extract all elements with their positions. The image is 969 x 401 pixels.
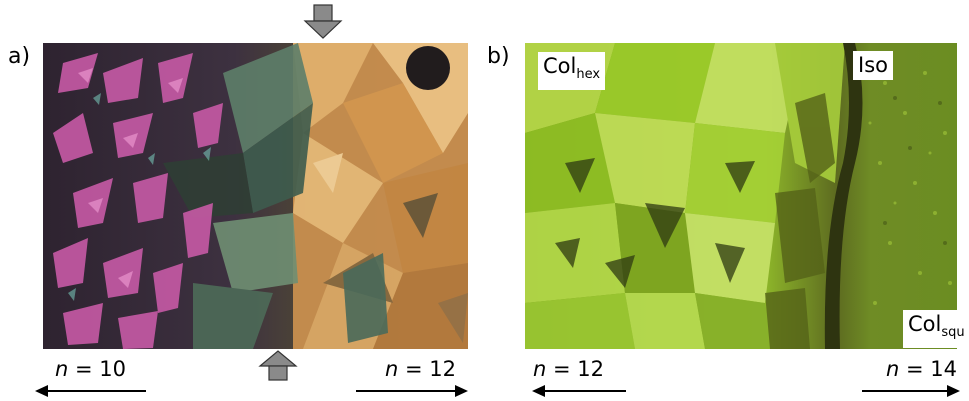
n-variable: n	[55, 357, 69, 381]
iso-tag: Iso	[853, 51, 893, 80]
col-squ-tag: Colsqu	[903, 310, 969, 348]
panel-a-letter: a)	[8, 44, 31, 69]
left-arrow-icon	[532, 382, 627, 401]
tag-subscript: hex	[576, 67, 601, 82]
label-value: = 12	[546, 357, 604, 381]
panel-b-left-label: n = 12	[533, 357, 604, 381]
label-value: = 12	[398, 357, 456, 381]
label-value: = 10	[68, 357, 126, 381]
tag-base: Col	[908, 312, 942, 336]
n-variable: n	[385, 357, 399, 381]
tag-subscript: squ	[941, 325, 965, 340]
panel-b-letter: b)	[487, 44, 510, 69]
n-variable: n	[533, 357, 547, 381]
n-variable: n	[886, 357, 900, 381]
up-arrow-icon	[258, 350, 298, 386]
left-arrow-icon	[35, 382, 147, 401]
micrograph-a	[43, 43, 468, 349]
tag-base: Col	[543, 54, 577, 78]
col-hex-tag: Colhex	[538, 52, 606, 90]
micrograph-b	[525, 43, 957, 349]
label-value: = 14	[899, 357, 957, 381]
right-arrow-icon	[862, 382, 960, 401]
panel-a-left-label: n = 10	[55, 357, 126, 381]
panel-a-right-label: n = 12	[385, 357, 456, 381]
panel-b-right-label: n = 14	[886, 357, 957, 381]
right-arrow-icon	[356, 382, 468, 401]
down-arrow-icon	[303, 4, 343, 44]
